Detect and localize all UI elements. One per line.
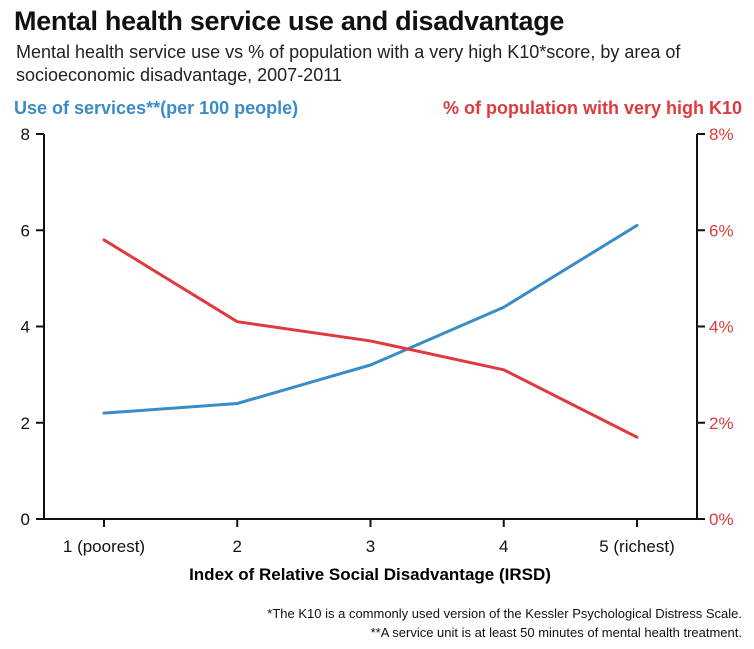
x-tick-label: 1 (poorest) bbox=[63, 537, 145, 556]
left-tick-label: 2 bbox=[21, 414, 30, 433]
left-tick-label: 4 bbox=[21, 318, 30, 337]
x-tick-label: 5 (richest) bbox=[599, 537, 675, 556]
left-axis-label: Use of services**(per 100 people) bbox=[14, 98, 299, 118]
x-tick-label: 2 bbox=[233, 537, 242, 556]
right-tick-label: 2% bbox=[709, 414, 734, 433]
left-tick-label: 0 bbox=[21, 510, 30, 529]
x-axis-ticks: 1 (poorest) 2 3 4 5 (richest) bbox=[63, 519, 675, 556]
right-tick-label: 6% bbox=[709, 221, 734, 240]
right-axis-label: % of population with very high K10 bbox=[442, 98, 742, 118]
x-tick-label: 3 bbox=[366, 537, 375, 556]
left-tick-label: 8 bbox=[21, 125, 30, 144]
service-use-series-line bbox=[102, 223, 639, 415]
right-tick-label: 0% bbox=[709, 510, 734, 529]
x-tick-label: 4 bbox=[499, 537, 508, 556]
right-tick-label: 8% bbox=[709, 125, 734, 144]
chart-subtitle: Mental health service use vs % of popula… bbox=[16, 42, 681, 85]
footnote-k10: *The K10 is a commonly used version of t… bbox=[267, 606, 742, 621]
x-axis-title: Index of Relative Social Disadvantage (I… bbox=[189, 565, 551, 584]
left-tick-label: 6 bbox=[21, 221, 30, 240]
right-tick-label: 4% bbox=[709, 318, 734, 337]
k10-series-line bbox=[102, 238, 639, 439]
series-layer bbox=[102, 223, 639, 439]
footnote-service-unit: **A service unit is at least 50 minutes … bbox=[370, 625, 742, 640]
left-axis-ticks: 0 2 4 6 8 bbox=[21, 125, 44, 529]
chart-axes bbox=[43, 134, 698, 520]
chart-title: Mental health service use and disadvanta… bbox=[14, 6, 565, 36]
right-axis-ticks: 0% 2% 4% 6% 8% bbox=[697, 125, 734, 529]
